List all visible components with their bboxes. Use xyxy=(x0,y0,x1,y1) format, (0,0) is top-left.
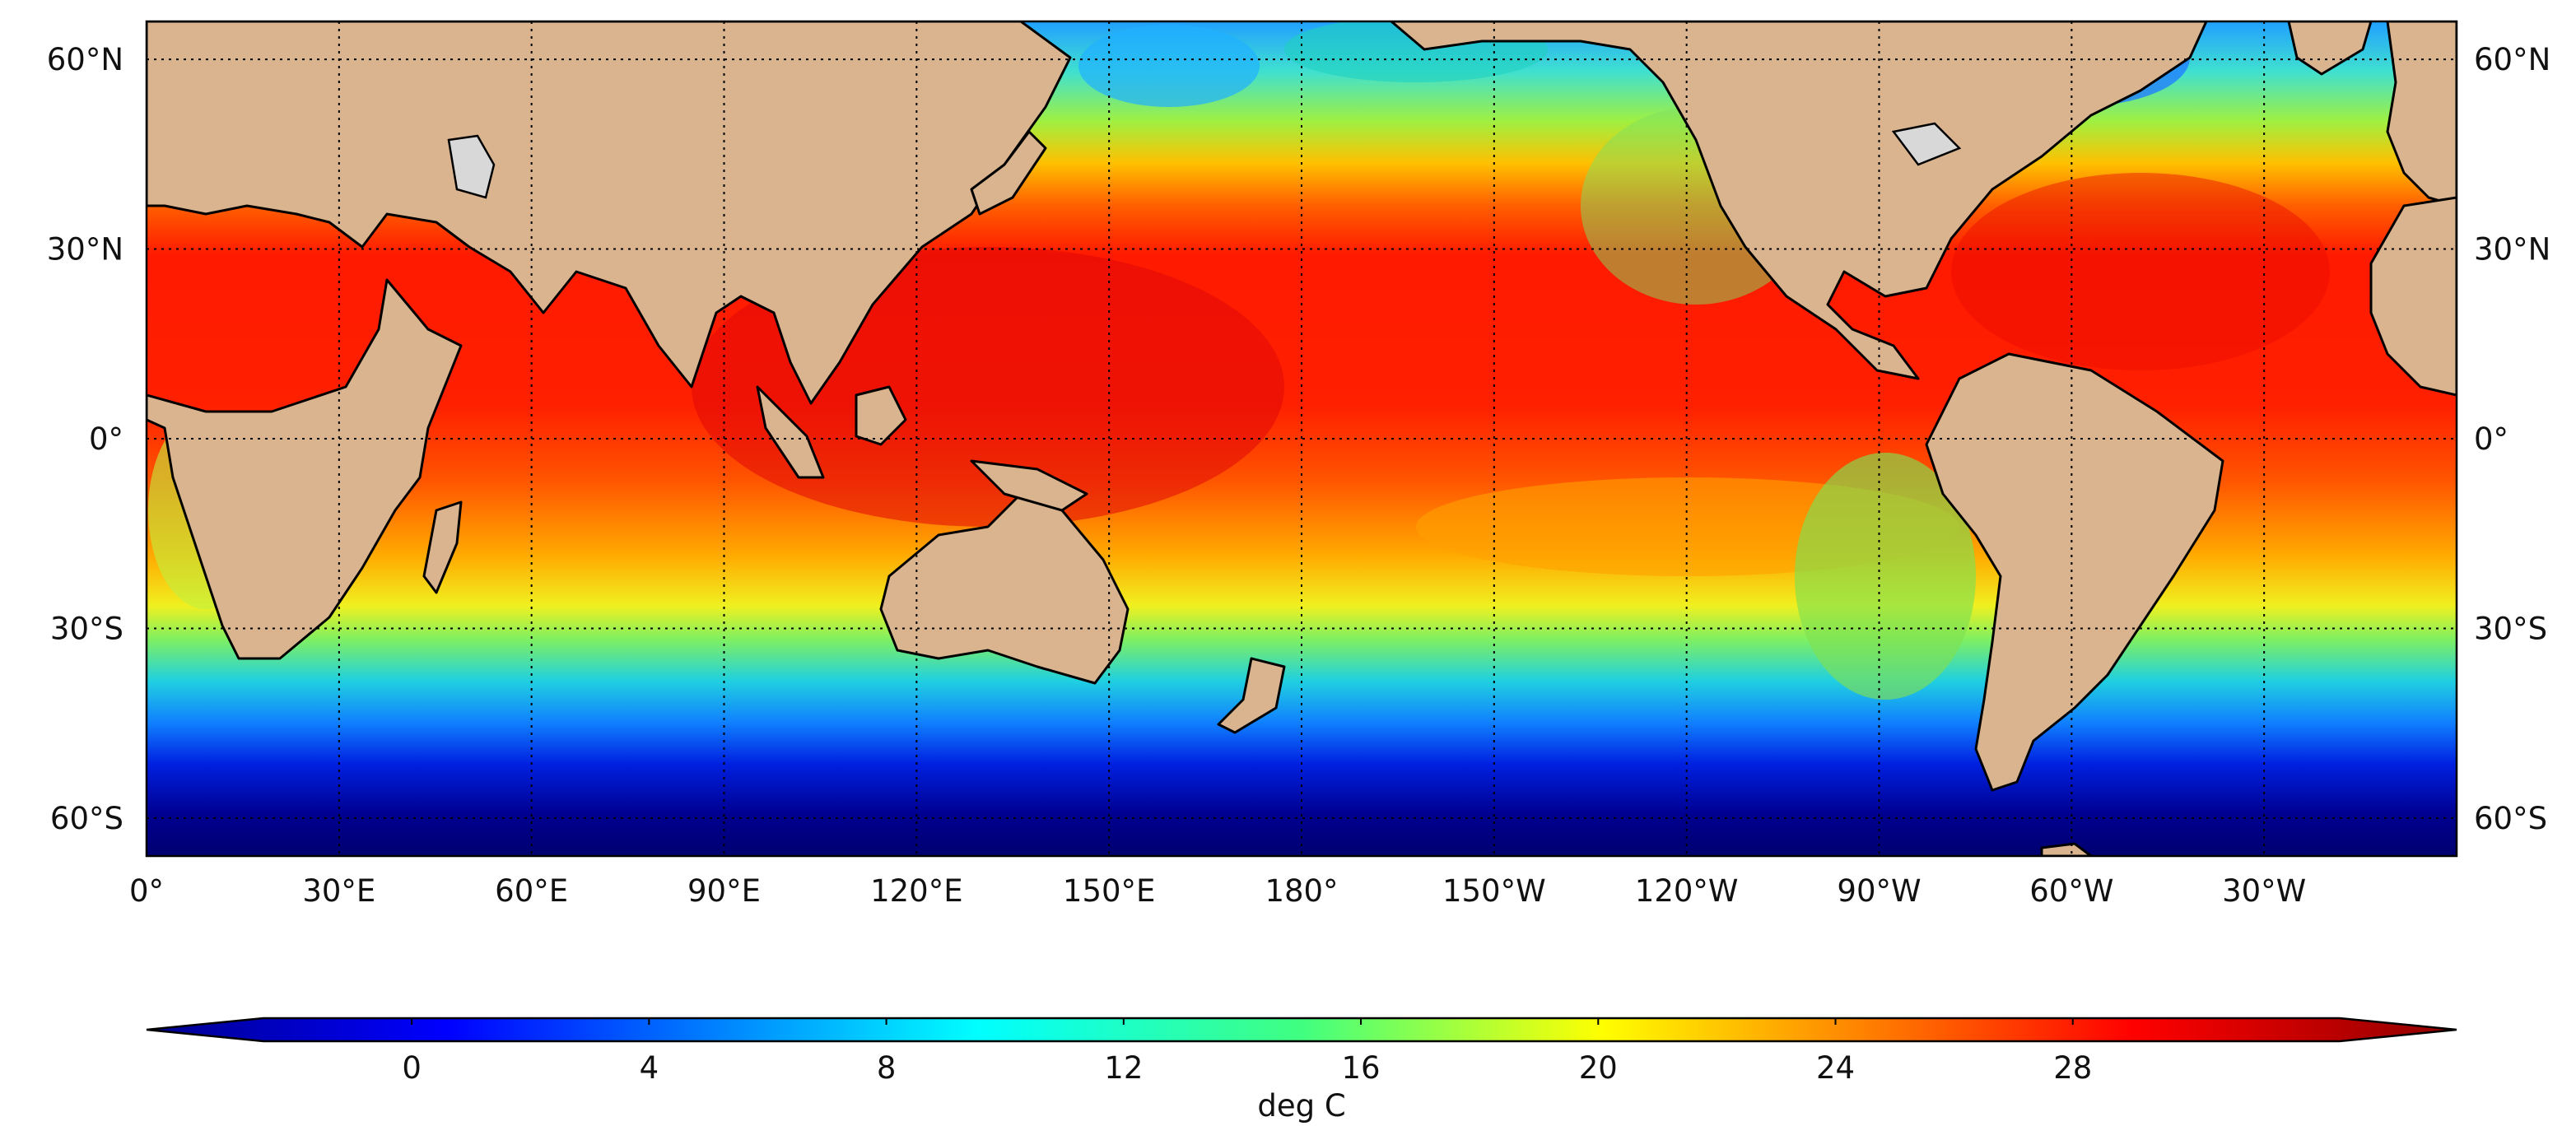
colorbar: 0 4 8 12 16 20 24 28 deg C xyxy=(146,1017,2457,1124)
colorbar-tick-label: 16 xyxy=(1342,1050,1381,1086)
landmass-madagascar xyxy=(422,500,463,594)
lon-label: 90°W xyxy=(1837,873,1921,909)
great-lakes xyxy=(1891,122,1962,166)
landmass-new-zealand xyxy=(1217,657,1286,734)
landmass-borneo xyxy=(855,385,907,446)
lat-label-right: 30°S xyxy=(2474,611,2547,646)
colorbar-tick-label: 4 xyxy=(640,1050,659,1086)
colorbar-tick-label: 12 xyxy=(1104,1050,1143,1086)
lat-label-left: 30°N xyxy=(47,232,123,268)
lat-label-right: 0° xyxy=(2474,421,2508,457)
lon-label: 120°E xyxy=(870,873,963,909)
map-frame xyxy=(147,21,2457,856)
landmass-africa xyxy=(147,278,463,660)
okhotsk-sea-region xyxy=(1078,25,1260,107)
landmass-japan xyxy=(970,130,1047,216)
humboldt-current-region xyxy=(1795,453,1976,700)
caspian-sea xyxy=(447,134,496,199)
lake-layer xyxy=(447,122,1962,199)
lon-label: 60°W xyxy=(2029,873,2113,909)
lon-label: 30°W xyxy=(2222,873,2306,909)
landmass-south-america xyxy=(1925,352,2224,792)
landmass-north-america xyxy=(1390,21,2208,380)
colorbar-tick-label: 8 xyxy=(877,1050,897,1086)
landmass-africa-west xyxy=(2369,196,2457,397)
lon-label: 150°E xyxy=(1063,873,1156,909)
colorbar-ticks: 0 4 8 12 16 20 24 28 xyxy=(402,1018,2092,1086)
colorbar-tick-label: 28 xyxy=(2053,1050,2092,1086)
lon-label: 180° xyxy=(1265,873,1338,909)
lon-label: 30°E xyxy=(302,873,375,909)
colorbar-tick-label: 0 xyxy=(402,1050,422,1086)
lat-label-right: 60°S xyxy=(2474,801,2547,836)
map-border xyxy=(145,20,2458,858)
lat-label-left: 60°N xyxy=(47,42,123,77)
lat-label-left: 0° xyxy=(89,421,123,457)
landmass-eurasia xyxy=(147,21,1072,405)
lon-label: 0° xyxy=(129,873,164,909)
lon-label: 90°E xyxy=(687,873,761,909)
land-layer xyxy=(147,21,2457,856)
landmass-europe-west xyxy=(2386,21,2457,207)
colorbar-body xyxy=(146,1017,2457,1043)
lon-label: 150°W xyxy=(1442,873,1546,909)
colorbar-tick-label: 24 xyxy=(1816,1050,1855,1086)
lat-label-left: 60°S xyxy=(50,801,123,836)
landmass-greenland xyxy=(2287,21,2373,76)
colorbar-label: deg C xyxy=(1257,1088,1345,1124)
lat-label-right: 30°N xyxy=(2474,232,2550,268)
landmass-antarctica xyxy=(2040,842,2093,856)
lat-label-left: 30°S xyxy=(50,611,123,646)
landmass-new-guinea xyxy=(970,459,1088,512)
gulf-stream-region xyxy=(1951,173,2330,370)
landmass-australia xyxy=(879,492,1130,685)
lon-label: 60°E xyxy=(495,873,568,909)
lon-label: 120°W xyxy=(1635,873,1739,909)
landmass-sumatra xyxy=(756,385,825,479)
lat-labels-right: 60°N 30°N 0° 30°S 60°S xyxy=(2474,42,2550,836)
lat-label-right: 60°N xyxy=(2474,42,2550,77)
colorbar-tick-label: 20 xyxy=(1579,1050,1618,1086)
gridlines xyxy=(147,21,2457,856)
lon-labels: 0° 30°E 60°E 90°E 120°E 150°E 180° 150°W 120°W 90… xyxy=(129,873,2306,909)
lat-labels-left: 60°N 30°N 0° 30°S 60°S xyxy=(47,42,123,836)
